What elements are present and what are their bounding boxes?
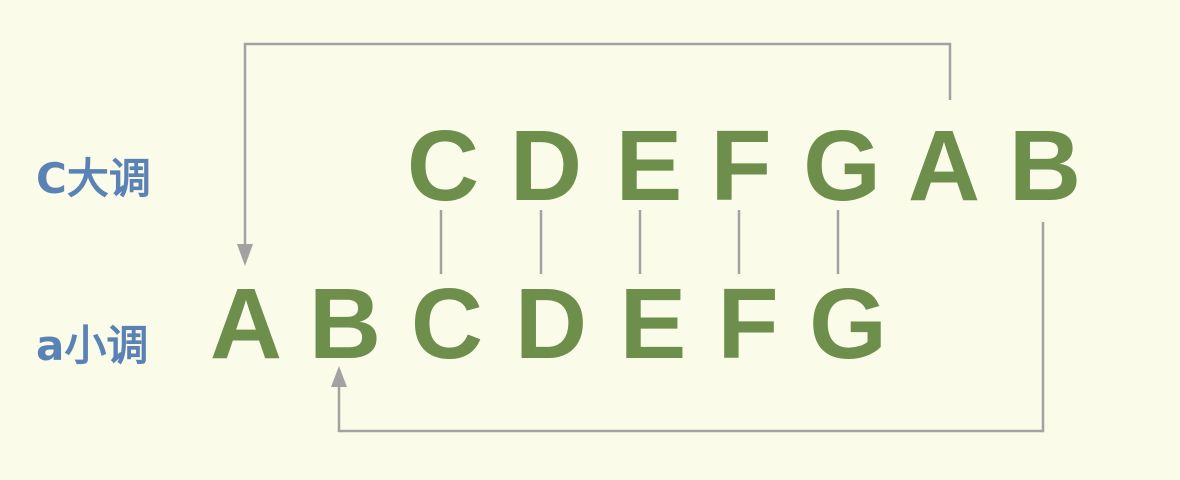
minor-note: F: [717, 268, 778, 380]
a-wrap-line: [243, 42, 952, 248]
minor-note: C: [411, 268, 483, 380]
arrow-up-icon: [331, 366, 347, 387]
major-row-label: C大调: [36, 154, 151, 203]
b-wrap-arrow: [331, 222, 1045, 433]
major-note: A: [908, 110, 980, 222]
major-note: C: [407, 110, 479, 222]
b-wrap-line: [337, 222, 1045, 433]
shared-note-connectors: [439, 210, 840, 274]
major-note: G: [803, 110, 881, 222]
major-note: F: [710, 110, 771, 222]
minor-note: D: [515, 268, 587, 380]
minor-note: B: [309, 268, 381, 380]
major-note: B: [1009, 110, 1081, 222]
minor-note: E: [620, 268, 687, 380]
major-note: E: [616, 110, 683, 222]
major-row-notes: C D E F G A B: [407, 110, 1081, 222]
a-wrap-arrow: [237, 42, 952, 266]
minor-row-notes: A B C D E F G: [210, 268, 887, 380]
arrow-down-icon: [237, 244, 253, 266]
minor-row-label: a小调: [36, 321, 148, 370]
major-note: D: [510, 110, 582, 222]
minor-note: G: [809, 268, 887, 380]
minor-note: A: [210, 268, 282, 380]
